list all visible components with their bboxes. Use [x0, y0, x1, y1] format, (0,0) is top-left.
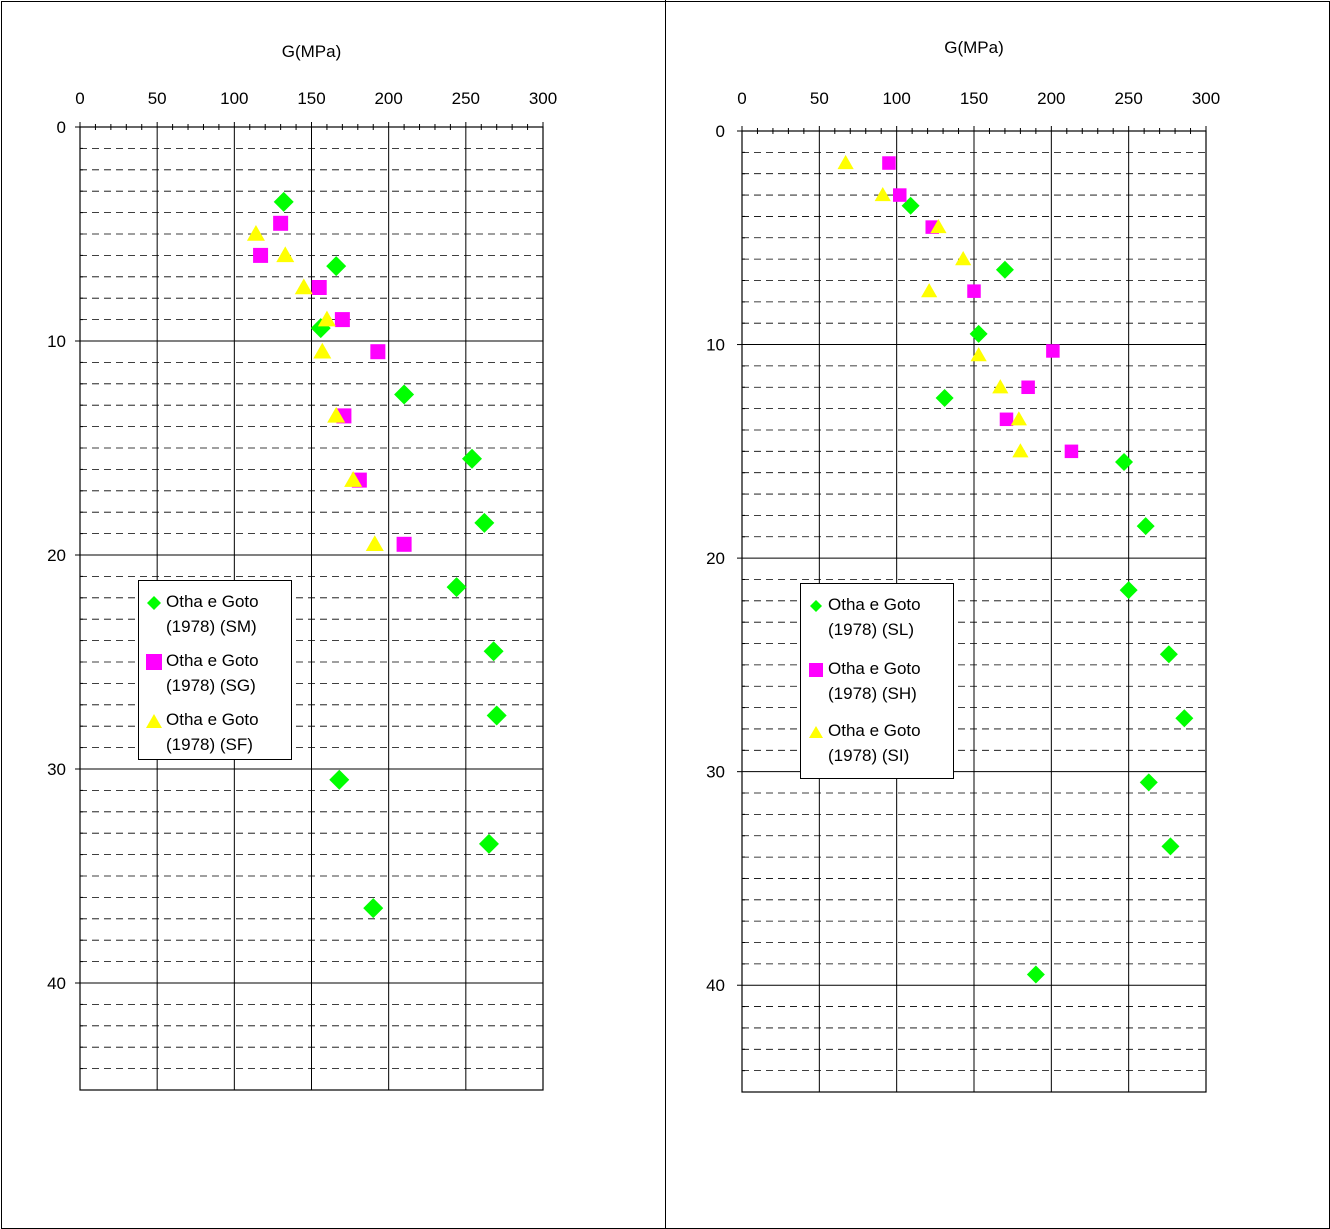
- square-point: [370, 344, 386, 360]
- y-tick-label: 0: [57, 118, 66, 137]
- diamond-point: [1161, 837, 1180, 856]
- triangle-point: [930, 219, 947, 234]
- diamond-point: [995, 260, 1014, 279]
- diamond-point: [326, 256, 347, 277]
- legend-label: Otha e Goto (1978) (SI): [828, 721, 921, 765]
- x-tick-label: 200: [1037, 89, 1065, 108]
- series-triangle: [837, 154, 1029, 458]
- diamond-point: [446, 577, 467, 598]
- legend-label: Otha e Goto (1978) (SF): [166, 710, 259, 754]
- legend-marker-square: [146, 654, 162, 670]
- y-tick-label: 10: [47, 332, 66, 351]
- y-tick-label: 10: [706, 336, 725, 355]
- x-tick-label: 0: [737, 89, 746, 108]
- x-tick-label: 250: [452, 89, 480, 108]
- square-point: [1021, 380, 1035, 395]
- diamond-point: [1159, 645, 1178, 664]
- series-diamond: [273, 191, 507, 919]
- square-point: [999, 412, 1014, 427]
- x-tick-label: 100: [220, 89, 248, 108]
- legend-marker-triangle: [146, 714, 162, 728]
- triangle-point: [1012, 443, 1029, 458]
- series-triangle: [246, 225, 384, 552]
- diamond-point: [483, 641, 504, 662]
- chart-right: 0 50 100 150 200 250 300 0 10 20 30 40 G(MPa): [706, 38, 1220, 1093]
- y-tick-label: 20: [706, 549, 725, 568]
- square-point: [334, 312, 350, 328]
- y-tick-label: 0: [716, 122, 725, 141]
- x-axis-title: G(MPa): [282, 42, 342, 61]
- diamond-point: [1175, 709, 1194, 728]
- triangle-point: [344, 471, 363, 487]
- diamond-point: [1136, 517, 1155, 536]
- y-tick-label: 40: [47, 974, 66, 993]
- triangle-point: [837, 154, 854, 170]
- square-point: [882, 156, 896, 170]
- y-tick-label: 30: [47, 760, 66, 779]
- legend-label: Otha e Goto (1978) (SL): [828, 595, 921, 639]
- legend-left: Otha e Goto (1978) (SM) Otha e Goto (1978)…: [138, 580, 292, 760]
- diamond-point: [1026, 965, 1045, 984]
- diamond-point: [1115, 453, 1134, 472]
- legend-marker-diamond: [147, 596, 161, 610]
- square-point: [253, 247, 269, 263]
- x-axis-title: G(MPa): [944, 38, 1004, 57]
- triangle-point: [276, 246, 295, 263]
- diamond-point: [394, 384, 415, 405]
- triangle-point: [294, 278, 313, 295]
- diamond-point: [478, 833, 499, 854]
- x-tick-label: 150: [297, 89, 325, 108]
- legend-marker-triangle: [809, 726, 823, 738]
- y-tick-label: 20: [47, 546, 66, 565]
- x-tick-label: 50: [148, 89, 167, 108]
- legend-label: Otha e Goto (1978) (SM): [166, 592, 259, 636]
- x-tick-label: 200: [374, 89, 402, 108]
- square-point: [893, 188, 907, 202]
- square-point: [967, 284, 981, 298]
- square-point: [311, 280, 327, 295]
- triangle-point: [955, 251, 972, 266]
- y-tick-label: 40: [706, 976, 725, 995]
- triangle-point: [327, 406, 346, 423]
- triangle-point: [365, 535, 384, 552]
- diamond-point: [1139, 773, 1158, 792]
- diamond-point: [462, 448, 483, 469]
- triangle-point: [246, 225, 265, 241]
- x-tick-label: 300: [1192, 89, 1220, 108]
- legend-label: Otha e Goto (1978) (SG): [166, 651, 259, 695]
- legend-right: Otha e Goto (1978) (SL) Otha e Goto (1978)…: [800, 583, 954, 779]
- diamond-point: [1119, 581, 1138, 600]
- panel-divider: [665, 0, 666, 1229]
- triangle-point: [313, 342, 332, 359]
- diamond-point: [273, 191, 294, 212]
- x-tick-label: 300: [529, 89, 557, 108]
- y-tick-label: 30: [706, 763, 725, 782]
- x-tick-label: 50: [810, 89, 829, 108]
- triangle-point: [992, 379, 1009, 394]
- diamond-point: [935, 388, 954, 407]
- triangle-point: [970, 347, 987, 362]
- diamond-point: [969, 324, 988, 343]
- triangle-point: [1010, 411, 1027, 426]
- triangle-point: [317, 310, 336, 327]
- diamond-point: [329, 769, 350, 790]
- chart-left: 0 50 100 150 200 250 300 0 10 20 30 40 G(MPa): [47, 42, 557, 1091]
- triangle-point: [874, 186, 891, 202]
- triangle-point: [921, 283, 938, 298]
- legend-label: Otha e Goto (1978) (SH): [828, 659, 921, 703]
- x-tick-label: 100: [882, 89, 910, 108]
- square-point: [1046, 344, 1060, 358]
- diamond-point: [486, 705, 507, 726]
- square-point: [396, 536, 412, 552]
- diamond-point: [363, 898, 384, 919]
- legend-marker-square: [809, 663, 823, 677]
- x-tick-label: 150: [960, 89, 988, 108]
- diamond-point: [474, 512, 495, 533]
- square-point: [1064, 444, 1079, 459]
- x-tick-label: 0: [75, 89, 84, 108]
- x-tick-label: 250: [1114, 89, 1142, 108]
- legend-marker-diamond: [810, 600, 822, 612]
- square-point: [273, 215, 289, 231]
